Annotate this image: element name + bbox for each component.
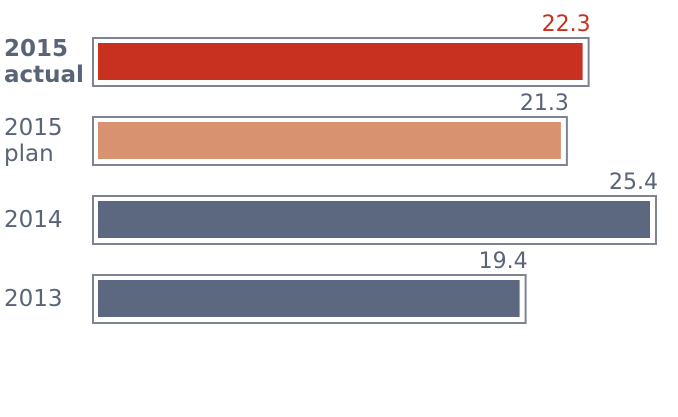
category-label-line: 2015 [4,36,68,62]
value-label: 25.4 [609,170,658,195]
bar [98,280,520,317]
category-label: 2014 [4,207,63,233]
category-label-line: 2015 [4,115,63,141]
category-label: 2013 [4,286,63,312]
bar [98,122,561,159]
value-label: 22.3 [542,12,591,37]
bar [98,201,650,238]
category-label-line: 2013 [4,286,63,312]
bar-frame [92,195,657,245]
category-label: 2015 actual [4,36,84,88]
bar-frame [92,116,568,166]
value-label: 19.4 [479,249,528,274]
value-label: 21.3 [520,91,569,116]
category-label-line: plan [4,141,54,167]
bar-frame [92,274,527,324]
category-label: 2015 plan [4,115,63,167]
bar [98,43,583,80]
category-label-line: 2014 [4,207,63,233]
bar-frame [92,37,590,87]
category-label-line: actual [4,62,84,88]
